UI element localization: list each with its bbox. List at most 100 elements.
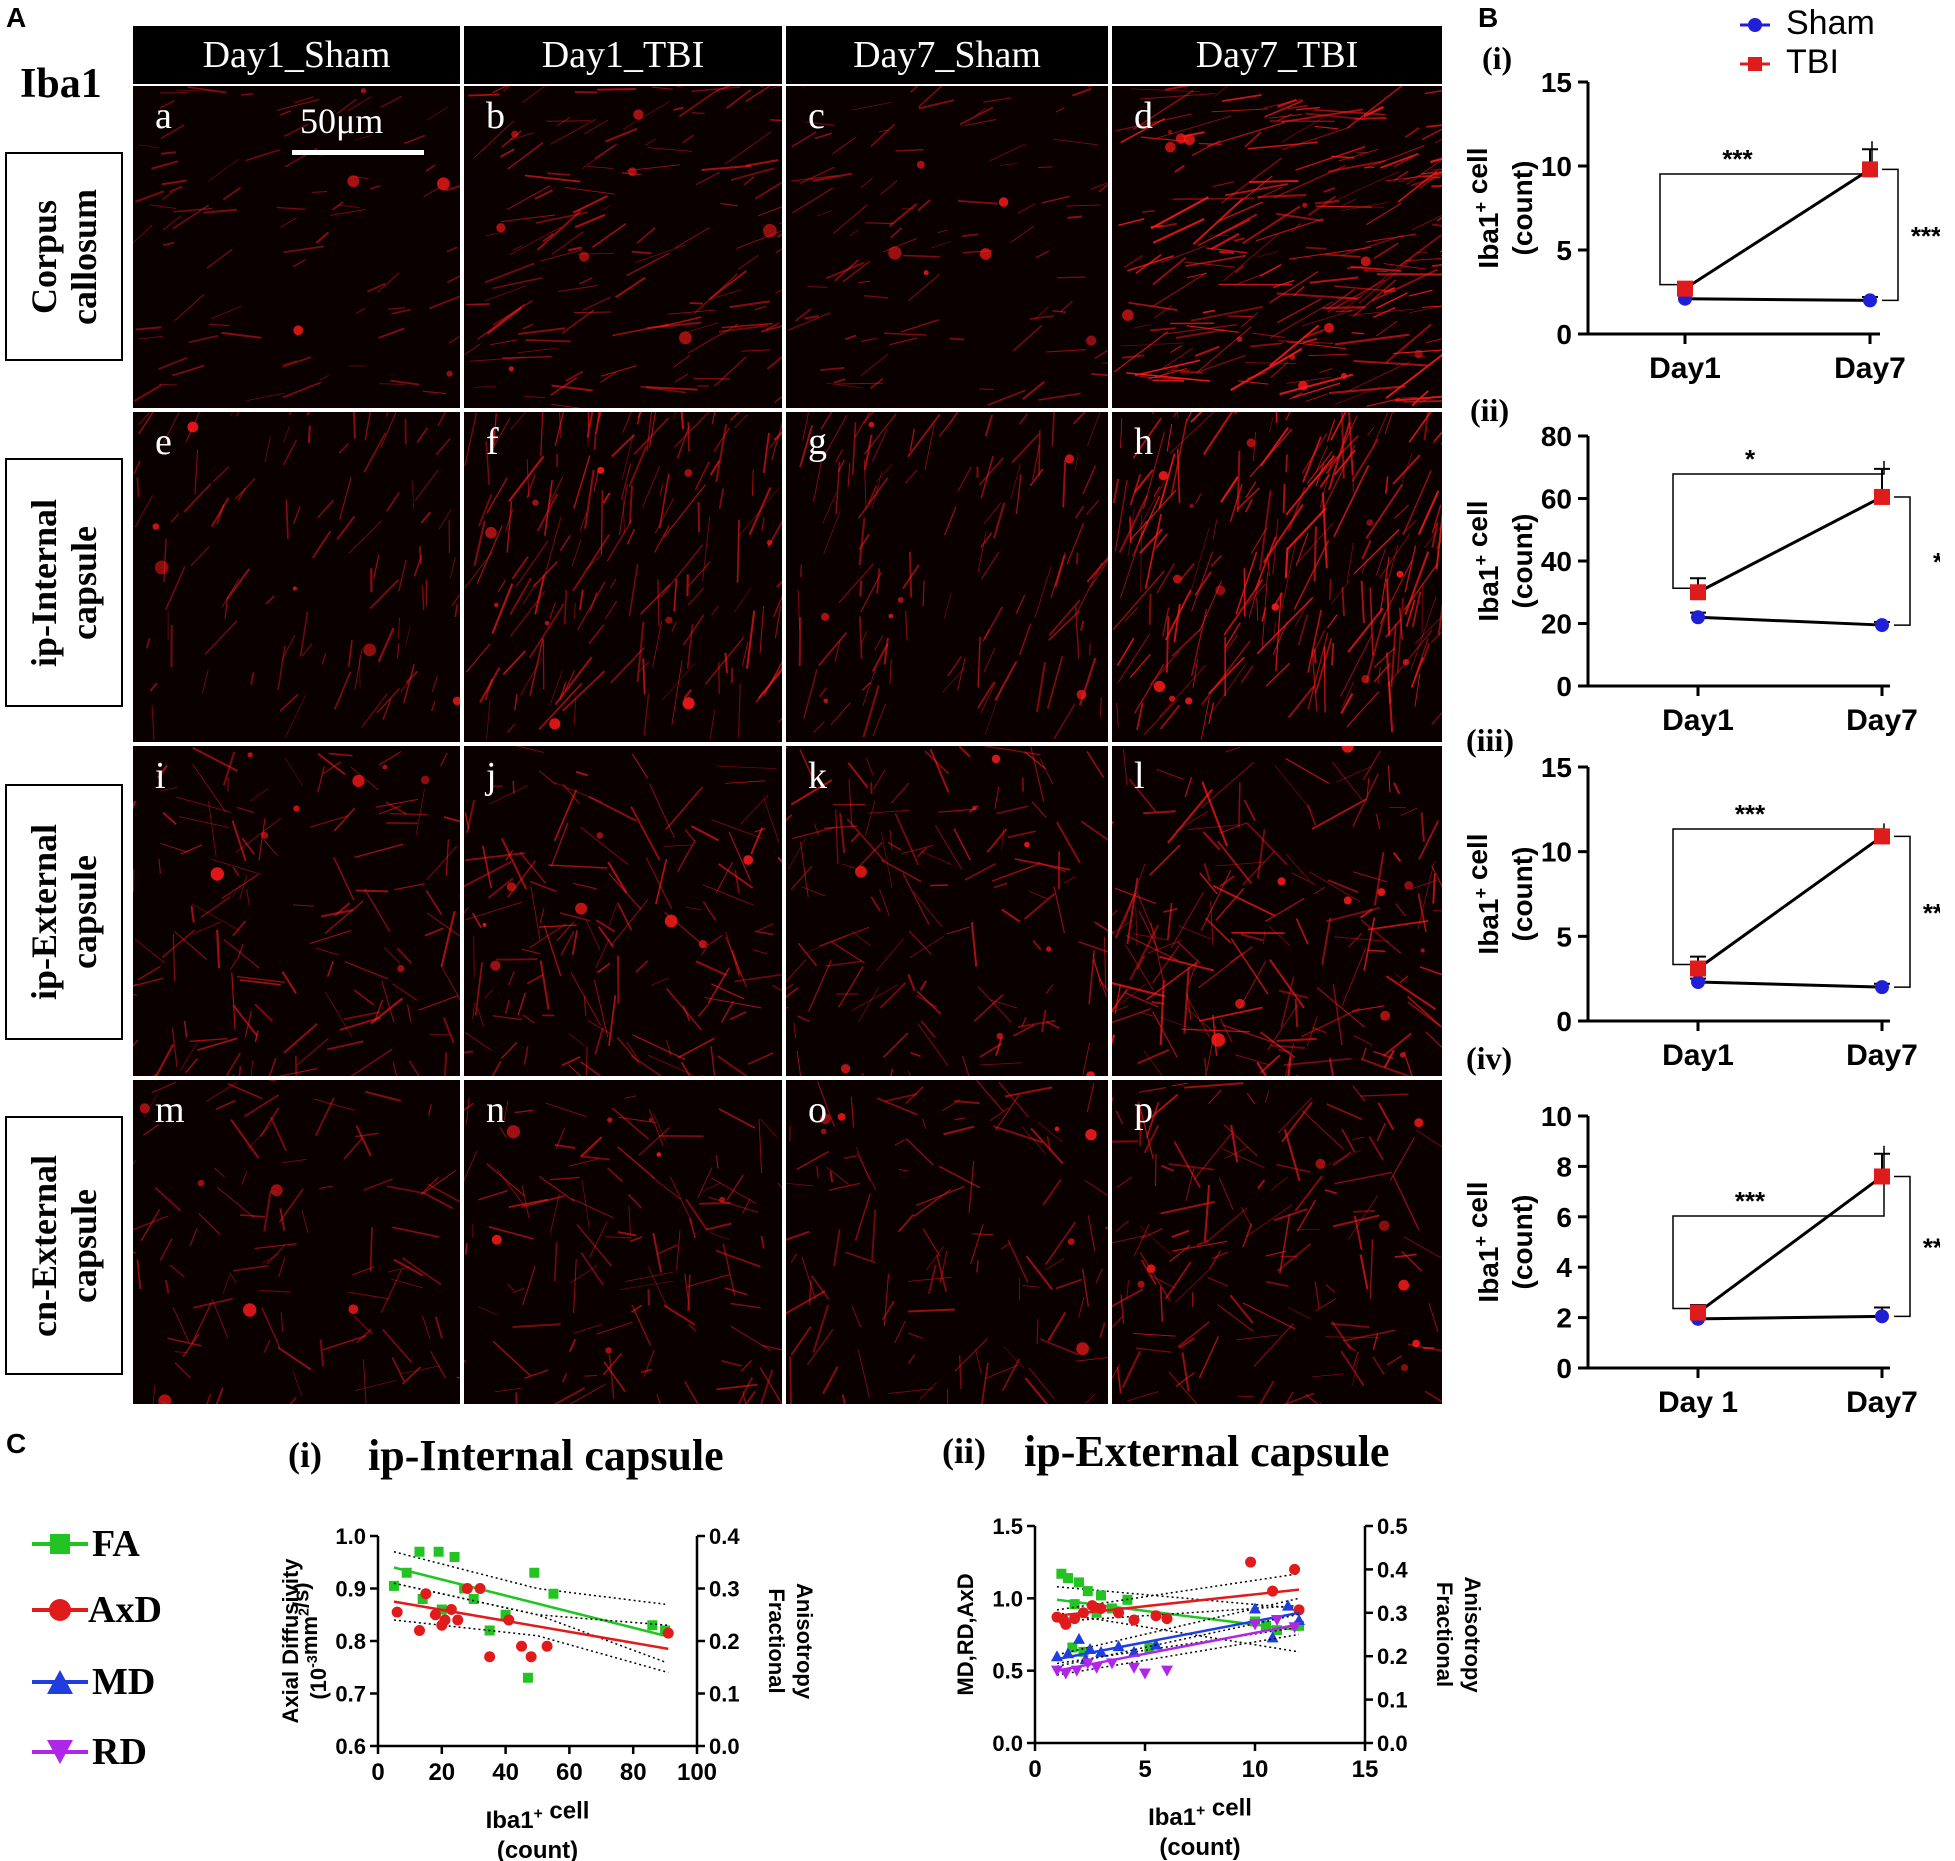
stain-process bbox=[1067, 215, 1082, 219]
stain-process bbox=[983, 502, 1002, 525]
stain-process bbox=[1386, 1355, 1403, 1366]
stain-process bbox=[979, 388, 994, 390]
stain-process bbox=[1160, 245, 1207, 263]
stain-process bbox=[684, 829, 695, 842]
stain-process bbox=[837, 459, 845, 473]
stain-process bbox=[556, 921, 574, 942]
stain-process bbox=[793, 1022, 797, 1039]
stain-process bbox=[859, 616, 863, 660]
stain-process bbox=[984, 414, 994, 437]
stain-process bbox=[1336, 765, 1373, 783]
data-point-md bbox=[1112, 1640, 1125, 1652]
stain-process bbox=[164, 566, 186, 611]
stain-process bbox=[808, 1280, 812, 1306]
stain-process bbox=[606, 519, 633, 562]
stain-process bbox=[301, 643, 313, 657]
stain-soma bbox=[596, 832, 604, 839]
stain-process bbox=[1112, 1315, 1124, 1328]
stain-process bbox=[956, 657, 966, 691]
chart-c-ii: 0.00.51.01.50.00.10.20.30.40.50 5 10 15Iba1… bbox=[953, 1514, 1485, 1861]
stain-process bbox=[1331, 642, 1335, 666]
stain-process bbox=[1440, 442, 1442, 445]
stain-process bbox=[832, 136, 856, 155]
stain-process bbox=[791, 175, 839, 182]
stain-process bbox=[651, 1176, 681, 1200]
stain-process bbox=[1223, 233, 1279, 282]
stain-process bbox=[761, 517, 765, 531]
micrograph-letter: f bbox=[486, 421, 499, 463]
stain-soma bbox=[1235, 998, 1245, 1009]
stain-process bbox=[861, 337, 877, 343]
stain-process bbox=[1150, 327, 1176, 332]
stain-process bbox=[946, 926, 970, 935]
y2-tick-label: 0.0 bbox=[1377, 1731, 1408, 1756]
stain-process bbox=[470, 356, 525, 362]
stain-process bbox=[802, 934, 848, 955]
stain-process bbox=[1405, 599, 1416, 627]
stain-process bbox=[546, 120, 591, 122]
data-point-axd bbox=[1113, 1607, 1125, 1619]
stain-process bbox=[1219, 822, 1247, 834]
stain-process bbox=[554, 1143, 576, 1149]
data-point-tbi bbox=[1690, 584, 1706, 601]
stain-process bbox=[788, 312, 831, 331]
stain-process bbox=[812, 1304, 830, 1353]
stain-soma bbox=[916, 160, 925, 169]
stain-process bbox=[1024, 1377, 1049, 1404]
stain-process bbox=[471, 912, 482, 929]
stain-soma bbox=[1165, 141, 1176, 153]
stain-process bbox=[1288, 392, 1303, 400]
stain-process bbox=[282, 439, 298, 466]
stain-process bbox=[635, 960, 649, 973]
stain-process bbox=[1112, 988, 1128, 1013]
stain-process bbox=[1112, 1234, 1146, 1244]
stain-process bbox=[729, 1010, 747, 1021]
stain-process bbox=[1375, 813, 1381, 830]
stain-process bbox=[320, 909, 354, 918]
stain-process bbox=[244, 1094, 280, 1118]
stain-process bbox=[706, 1222, 732, 1231]
stain-process bbox=[1360, 1093, 1409, 1097]
column-header-day7-sham: Day7_Sham bbox=[786, 26, 1108, 84]
stain-process bbox=[392, 1226, 440, 1238]
stain-process bbox=[1052, 309, 1067, 314]
stain-process bbox=[522, 1014, 535, 1024]
stain-process bbox=[1265, 1280, 1289, 1288]
stain-process bbox=[391, 308, 411, 315]
stain-process bbox=[319, 1339, 325, 1367]
stain-process bbox=[1353, 871, 1388, 883]
stain-soma bbox=[719, 1196, 726, 1203]
stain-process bbox=[875, 463, 893, 483]
stain-process bbox=[768, 432, 782, 450]
stain-process bbox=[1411, 591, 1422, 628]
stain-process bbox=[1200, 870, 1232, 931]
stain-process bbox=[280, 217, 298, 228]
stain-process bbox=[549, 602, 556, 619]
stain-process bbox=[691, 86, 741, 93]
stain-process bbox=[241, 1171, 248, 1185]
data-point-fa bbox=[468, 1594, 479, 1604]
stain-process bbox=[1158, 453, 1176, 509]
stain-process bbox=[646, 412, 653, 452]
stain-process bbox=[631, 753, 649, 779]
stain-process bbox=[1330, 580, 1351, 605]
stain-process bbox=[721, 322, 773, 329]
stain-process bbox=[500, 214, 556, 222]
stain-soma bbox=[544, 620, 550, 626]
stain-process bbox=[388, 306, 406, 310]
stain-process bbox=[754, 930, 774, 936]
stain-process bbox=[688, 323, 739, 354]
stain-process bbox=[142, 1124, 159, 1136]
stain-process bbox=[1403, 1236, 1442, 1259]
stain-process bbox=[554, 1242, 558, 1282]
stain-process bbox=[449, 557, 456, 579]
stain-process bbox=[820, 412, 833, 430]
stain-process bbox=[1330, 1322, 1370, 1329]
stain-process bbox=[206, 248, 233, 269]
stain-process bbox=[792, 826, 835, 840]
stain-process bbox=[737, 254, 759, 270]
stain-process bbox=[540, 412, 544, 456]
stain-process bbox=[998, 1081, 1030, 1118]
stain-process bbox=[677, 1037, 716, 1059]
